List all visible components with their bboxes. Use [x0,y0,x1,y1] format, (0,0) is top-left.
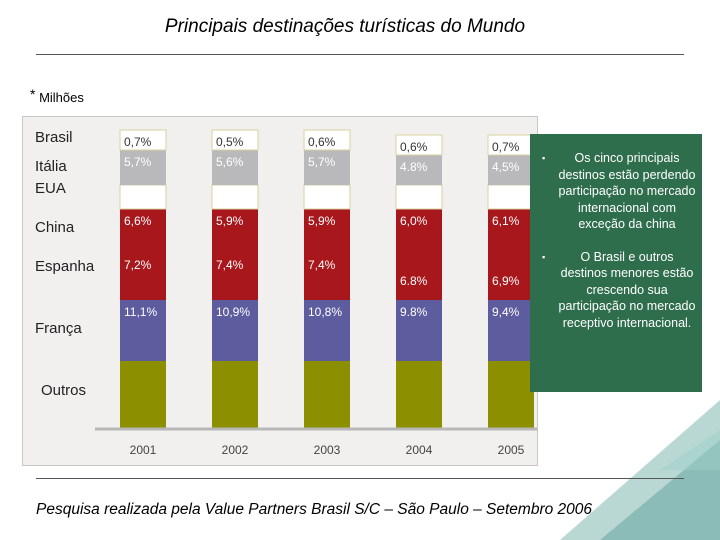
bar-segment-brasil-2004 [395,134,443,156]
data-label-franca-2004: 9.8% [400,305,428,319]
x-tick-label-2003: 2003 [314,443,341,457]
data-label-brasil-2004: 0,6% [400,140,428,154]
callout-text-1: Os cinco principais destinos estão perde… [558,151,696,231]
chart-panel: Brasil Itália EUA China Espanha França O… [22,116,538,466]
category-label-eua: EUA [35,180,66,197]
data-label-china-2004: 6,0% [400,214,428,228]
bar-segment-franca-2003 [304,300,350,361]
data-label-italia-2001: 5,7% [124,155,152,169]
bar-segment-eua-2004 [395,184,443,210]
bar-segment-espanha-2003 [304,253,350,300]
data-label-brasil-2001: 0,7% [124,135,152,149]
bar-segment-brasil-2001 [119,129,167,151]
data-label-espanha-2001: 7,2% [124,258,152,272]
data-label-espanha-2003: 7,4% [308,258,336,272]
bar-segment-franca-2002 [212,300,258,361]
data-label-brasil-2003: 0,6% [308,135,336,149]
bar-segment-eua-2003 [303,184,351,210]
category-label-espanha: Espanha [35,258,95,275]
bullet-icon: ▪ [542,251,546,262]
data-label-italia-2005: 4,5% [492,160,520,174]
data-label-china-2003: 5,9% [308,214,336,228]
bar-segment-outros-2005 [488,361,534,429]
data-label-china-2005: 6,1% [492,214,520,228]
category-label-franca: França [35,320,82,337]
bar-segment-outros-2003 [304,361,350,429]
bar-segment-china-2004 [396,209,442,269]
data-label-franca-2002: 10,9% [216,305,250,319]
data-label-brasil-2002: 0,5% [216,135,244,149]
footer-divider [36,478,684,479]
unit-note-star: * [30,86,36,102]
bar-segment-franca-2005 [488,300,534,361]
bar-segment-italia-2005 [488,155,534,185]
bar-segment-espanha-2002 [212,253,258,300]
x-tick-label-2004: 2004 [406,443,433,457]
data-label-italia-2004: 4.8% [400,160,428,174]
bar-segment-brasil-2002 [211,129,259,151]
bar-segment-outros-2002 [212,361,258,429]
callout-item: ▪ Os cinco principais destinos estão per… [540,150,696,233]
bullet-icon: ▪ [542,153,546,163]
bar-segment-espanha-2001 [120,253,166,300]
category-label-italia: Itália [35,158,67,175]
data-label-espanha-2005: 6,9% [492,274,520,288]
category-label-china: China [35,219,75,236]
x-tick-label-2002: 2002 [222,443,249,457]
bar-segment-eua-2002 [211,184,259,210]
bar-segment-espanha-2004 [396,269,442,300]
bar-segment-italia-2001 [120,150,166,185]
bar-segment-china-2002 [212,209,258,253]
callout-text-2: O Brasil e outros destinos menores estão… [558,249,696,330]
bar-segment-eua-2001 [119,184,167,210]
bar-segment-italia-2003 [304,150,350,185]
bar-segment-franca-2001 [120,300,166,361]
bar-segment-outros-2001 [120,361,166,429]
data-label-brasil-2005: 0,7% [492,140,520,154]
data-label-franca-2005: 9,4% [492,305,520,319]
bar-segment-outros-2004 [396,361,442,429]
callout-item: ▪ O Brasil e outros destinos menores est… [540,249,696,332]
title-divider [36,54,684,55]
source-note: Pesquisa realizada pela Value Partners B… [36,501,593,518]
bar-segment-china-2001 [120,209,166,253]
page-title: Principais destinações turísticas do Mun… [164,16,526,37]
bar-segment-brasil-2003 [303,129,351,151]
x-tick-label-2001: 2001 [130,443,157,457]
bar-segment-franca-2004 [396,300,442,361]
unit-note: * Milhões [30,86,84,105]
data-label-china-2002: 5,9% [216,214,244,228]
data-label-italia-2002: 5,6% [216,155,244,169]
data-label-espanha-2002: 7,4% [216,258,244,272]
x-tick-label-2005: 2005 [498,443,525,457]
bar-segment-italia-2004 [396,155,442,185]
bar-segment-eua-2005 [487,184,535,210]
data-label-espanha-2004: 6.8% [400,274,428,288]
category-label-brasil: Brasil [35,129,73,146]
bar-segment-china-2005 [488,209,534,269]
callout-box: ▪ Os cinco principais destinos estão per… [530,134,702,392]
data-label-italia-2003: 5,7% [308,155,336,169]
bar-segment-espanha-2005 [488,269,534,300]
data-label-franca-2001: 11,1% [124,305,157,319]
category-label-outros: Outros [41,382,87,399]
bar-segment-china-2003 [304,209,350,253]
data-label-china-2001: 6,6% [124,214,152,228]
stacked-bar-chart: 11,1% 7,2% 6,6% 5,7% 0,7% 2001 10,9% 7,4% 5,9% 5,… [95,129,537,457]
unit-note-text: Milhões [39,90,84,105]
data-label-franca-2003: 10,8% [308,305,342,319]
bar-segment-italia-2002 [212,150,258,185]
